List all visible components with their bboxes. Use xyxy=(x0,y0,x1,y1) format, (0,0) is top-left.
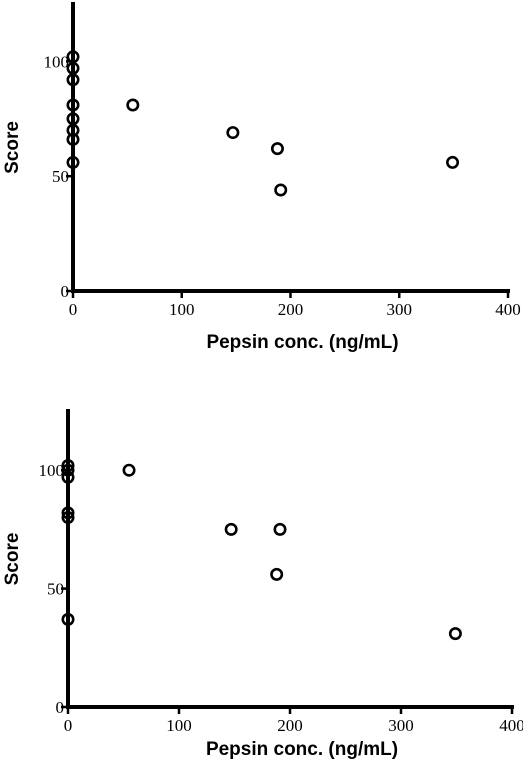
y-tick-label: 100 xyxy=(44,52,70,71)
x-axis-title: Pepsin conc. (ng/mL) xyxy=(206,332,398,353)
x-tick-label: 200 xyxy=(277,716,303,735)
data-point xyxy=(126,98,140,112)
data-point xyxy=(61,511,75,525)
data-point xyxy=(61,463,75,477)
data-point xyxy=(61,470,75,484)
y-tick-label: 100 xyxy=(39,461,65,480)
data-point xyxy=(273,522,287,536)
data-point xyxy=(66,98,80,112)
data-point xyxy=(61,612,75,626)
y-tick-label: 0 xyxy=(61,282,70,301)
x-tick-label: 100 xyxy=(166,716,192,735)
data-point xyxy=(61,458,75,472)
y-tick-label: 0 xyxy=(56,698,65,717)
x-tick-label: 0 xyxy=(64,716,73,735)
scatter-chart-top: 0 100 200 300 400 0 50 100 Pepsin conc. (ng/mL) S… xyxy=(2,2,521,353)
data-point xyxy=(226,126,240,140)
y-axis-title: Score xyxy=(2,533,23,586)
x-tick-label: 0 xyxy=(69,300,78,319)
x-tick-label: 300 xyxy=(387,300,413,319)
data-point xyxy=(446,155,460,169)
x-tick-label: 400 xyxy=(495,300,521,319)
data-point xyxy=(122,463,136,477)
y-tick-label: 50 xyxy=(52,167,69,186)
data-point xyxy=(66,155,80,169)
y-axis-title: Score xyxy=(2,121,23,174)
data-point xyxy=(274,183,288,197)
data-point xyxy=(66,132,80,146)
x-tick-label: 300 xyxy=(388,716,414,735)
data-point xyxy=(224,522,238,536)
data-point xyxy=(66,73,80,87)
scatter-chart-bottom: 0 100 200 300 400 0 50 100 Pepsin conc. (ng/mL) S… xyxy=(2,409,523,760)
x-tick-label: 100 xyxy=(169,300,195,319)
data-point xyxy=(270,142,284,156)
data-point xyxy=(61,506,75,520)
data-point xyxy=(448,627,462,641)
x-tick-label: 200 xyxy=(278,300,304,319)
y-tick-label: 50 xyxy=(47,580,64,599)
data-point xyxy=(270,567,284,581)
x-axis-title: Pepsin conc. (ng/mL) xyxy=(206,739,398,760)
x-tick-label: 400 xyxy=(499,716,523,735)
